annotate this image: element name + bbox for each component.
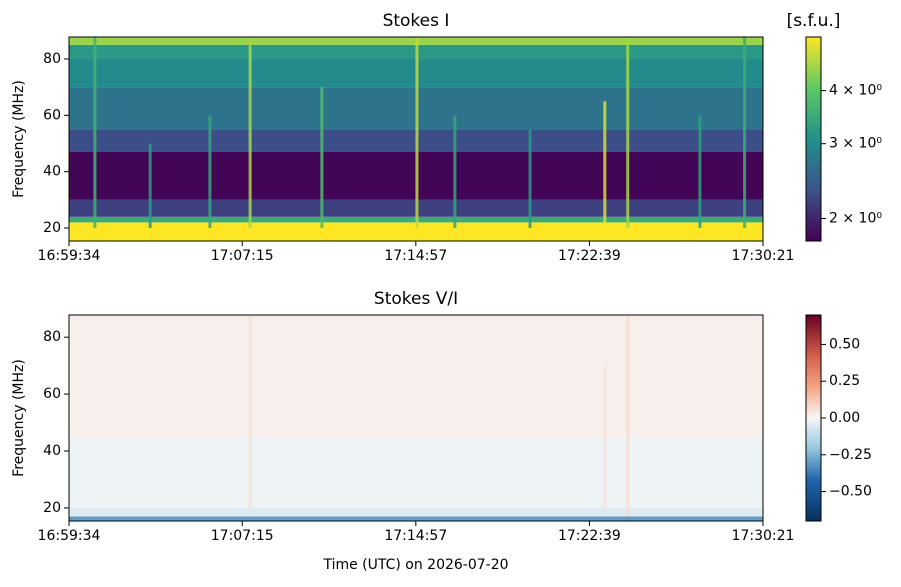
- y-tick-label: 80: [43, 51, 61, 67]
- x-tick-label: 17:14:57: [384, 528, 447, 544]
- burst: [148, 143, 152, 229]
- burst: [603, 101, 607, 223]
- burst: [248, 36, 252, 229]
- burst: [626, 314, 630, 517]
- x-tick-label: 17:30:21: [732, 248, 795, 264]
- colorbar-tick-label: −0.25: [829, 447, 872, 463]
- x-tick-label: 17:07:15: [211, 248, 274, 264]
- burst: [93, 36, 97, 229]
- burst: [415, 36, 419, 229]
- x-axis-label: Time (UTC) on 2026-07-20: [322, 557, 508, 573]
- y-tick-label: 40: [43, 164, 61, 180]
- y-tick-label: 60: [43, 107, 61, 123]
- colorbar-tick-label: 4 × 10⁰: [829, 83, 882, 99]
- y-axis-label: Frequency (MHz): [11, 80, 27, 198]
- y-tick-label: 40: [43, 443, 61, 459]
- burst: [248, 314, 252, 508]
- heatmap-row: [69, 222, 763, 241]
- burst: [208, 115, 212, 229]
- heatmap-row: [69, 436, 763, 508]
- colorbar-tick-label: 0.50: [829, 336, 860, 352]
- burst: [698, 115, 702, 229]
- colorbar-tick-label: 2 × 10⁰: [829, 210, 882, 226]
- colorbar-tick-label: −0.50: [829, 484, 872, 500]
- heatmap-row: [69, 507, 763, 517]
- burst: [743, 36, 747, 229]
- burst: [603, 365, 607, 508]
- x-tick-label: 17:14:57: [384, 248, 447, 264]
- x-tick-label: 17:22:39: [558, 528, 621, 544]
- colorbar-tick-label: 3 × 10⁰: [829, 136, 882, 152]
- y-axis-label: Frequency (MHz): [11, 359, 27, 477]
- burst: [528, 129, 532, 229]
- colorbar-tick-label: 0.25: [829, 373, 860, 389]
- colorbar: [805, 314, 822, 522]
- burst: [320, 87, 324, 229]
- burst: [453, 115, 457, 229]
- y-tick-label: 60: [43, 386, 61, 402]
- x-tick-label: 17:22:39: [558, 248, 621, 264]
- chart-title: Stokes I: [383, 11, 450, 31]
- x-tick-label: 16:59:34: [38, 248, 101, 264]
- heatmap-row: [69, 315, 763, 437]
- colorbar-label: [s.f.u.]: [787, 11, 841, 31]
- x-tick-label: 16:59:34: [38, 528, 101, 544]
- heatmap-row: [69, 516, 763, 521]
- x-tick-label: 17:30:21: [732, 528, 795, 544]
- colorbar-tick-label: 0.00: [829, 410, 860, 426]
- y-tick-label: 20: [43, 500, 61, 516]
- x-tick-label: 17:07:15: [211, 528, 274, 544]
- burst: [626, 36, 630, 229]
- y-tick-label: 20: [43, 220, 61, 236]
- y-tick-label: 80: [43, 329, 61, 345]
- colorbar: [805, 36, 822, 242]
- chart-title: Stokes V/I: [374, 289, 458, 309]
